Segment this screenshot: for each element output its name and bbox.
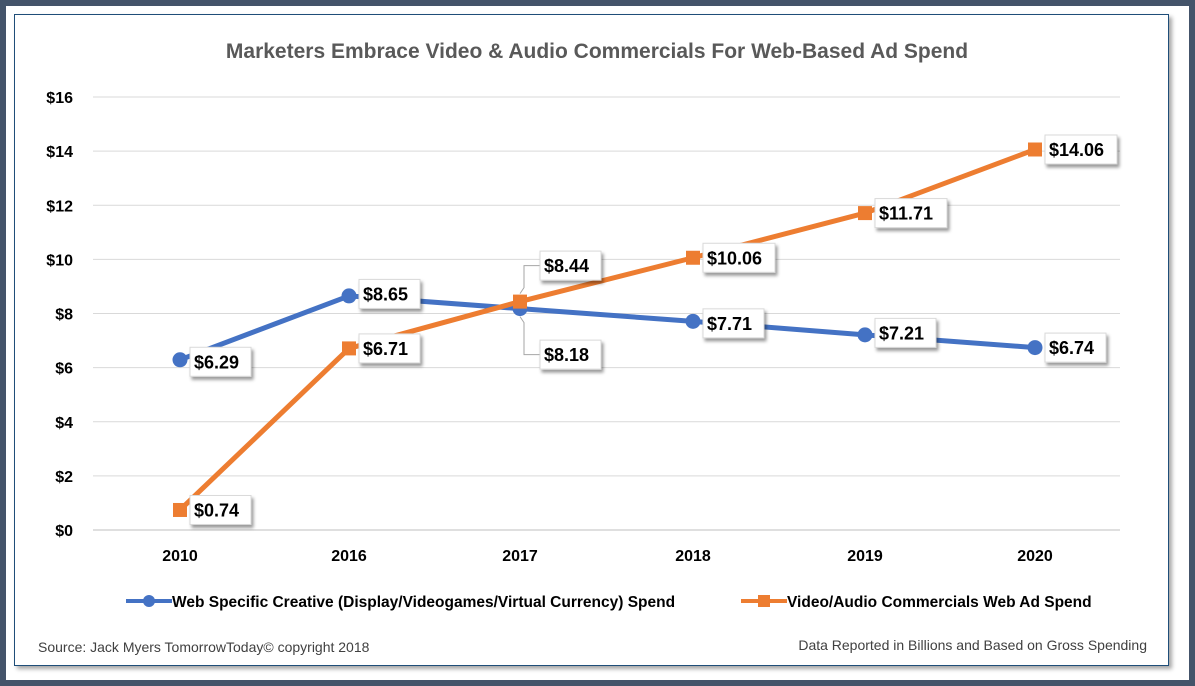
data-label-text: $6.74 — [1049, 338, 1094, 358]
data-label: $0.74 — [189, 494, 252, 525]
data-label: $7.21 — [874, 317, 937, 348]
data-label: $8.18 — [539, 339, 602, 370]
data-label-text: $7.21 — [879, 323, 924, 343]
legend: Web Specific Creative (Display/Videogame… — [126, 594, 1092, 611]
data-label-box — [1044, 332, 1107, 363]
y-tick-label: $6 — [55, 361, 73, 378]
leader-line — [519, 316, 540, 356]
data-point — [173, 502, 187, 517]
data-note: Data Reported in Billions and Based on G… — [798, 637, 1147, 653]
data-point — [341, 288, 357, 304]
data-label-box — [874, 198, 948, 229]
data-label-box — [702, 242, 776, 273]
y-tick-label: $14 — [46, 144, 73, 161]
x-tick-label: 2019 — [847, 548, 883, 565]
data-point — [858, 206, 872, 221]
legend-marker-web-creative — [143, 595, 155, 607]
data-label-text: $6.29 — [194, 352, 239, 372]
y-tick-label: $10 — [46, 252, 73, 269]
data-label-text: $14.06 — [1049, 140, 1104, 160]
data-point — [685, 313, 701, 329]
data-label-text: $10.06 — [707, 248, 762, 268]
x-tick-label: 2017 — [502, 548, 538, 565]
data-point — [513, 294, 527, 309]
x-tick-label: 2020 — [1017, 548, 1053, 565]
y-tick-label: $16 — [46, 90, 73, 107]
y-tick-label: $12 — [46, 198, 73, 215]
y-tick-label: $4 — [55, 415, 73, 432]
data-label-text: $11.71 — [879, 204, 933, 224]
data-label-box — [539, 250, 602, 281]
data-labels: $6.29 $8.65 $8.18 $7.71 $7.21 $6.74 $0.74 $6.71… — [189, 134, 1118, 525]
source-note: Source: Jack Myers TomorrowToday© copyri… — [38, 639, 370, 655]
data-point — [342, 341, 356, 356]
x-tick-label: 2010 — [162, 548, 198, 565]
data-label: $10.06 — [702, 242, 776, 273]
data-label: $6.74 — [1044, 332, 1107, 363]
data-point — [1028, 142, 1042, 157]
data-label-box — [189, 346, 252, 377]
x-tick-label: 2018 — [675, 548, 711, 565]
data-point — [857, 327, 873, 343]
data-label-box — [539, 339, 602, 370]
data-label-text: $0.74 — [194, 500, 239, 520]
data-label: $7.71 — [702, 308, 765, 339]
x-axis-ticks: 2010 2016 2017 2018 2019 2020 — [162, 548, 1053, 565]
chart-title: Marketers Embrace Video & Audio Commerci… — [226, 40, 968, 63]
leader-line — [519, 265, 540, 294]
data-label: $6.29 — [189, 346, 252, 377]
legend-label-web-creative: Web Specific Creative (Display/Videogame… — [172, 594, 675, 611]
data-label-text: $7.71 — [707, 314, 752, 334]
data-label-text: $6.71 — [363, 339, 408, 359]
data-label: $8.44 — [539, 250, 602, 281]
data-point — [172, 352, 188, 368]
series-markers — [172, 142, 1043, 517]
label-leader-lines — [519, 265, 540, 356]
gridlines — [93, 96, 1120, 531]
data-label: $14.06 — [1044, 134, 1118, 165]
data-label-box — [189, 494, 252, 525]
data-label-box — [702, 308, 765, 339]
data-point — [1027, 340, 1043, 356]
data-label: $11.71 — [874, 198, 948, 229]
data-label: $6.71 — [358, 333, 421, 364]
data-label-box — [1044, 134, 1118, 165]
data-label-text: $8.65 — [363, 284, 408, 304]
x-tick-label: 2016 — [331, 548, 367, 565]
legend-marker-video-audio — [758, 595, 770, 607]
y-axis-ticks: $0 $2 $4 $6 $8 $10 $12 $14 $16 — [46, 90, 73, 540]
data-label-text: $8.44 — [544, 256, 589, 276]
data-point — [686, 250, 700, 265]
data-label: $8.65 — [358, 278, 421, 309]
y-tick-label: $8 — [55, 307, 73, 324]
data-label-box — [358, 278, 421, 309]
y-tick-label: $2 — [55, 469, 73, 486]
data-label-box — [358, 333, 421, 364]
legend-label-video-audio: Video/Audio Commercials Web Ad Spend — [787, 594, 1092, 611]
data-label-box — [874, 317, 937, 348]
y-tick-label: $0 — [55, 523, 73, 540]
data-label-text: $8.18 — [544, 345, 589, 365]
